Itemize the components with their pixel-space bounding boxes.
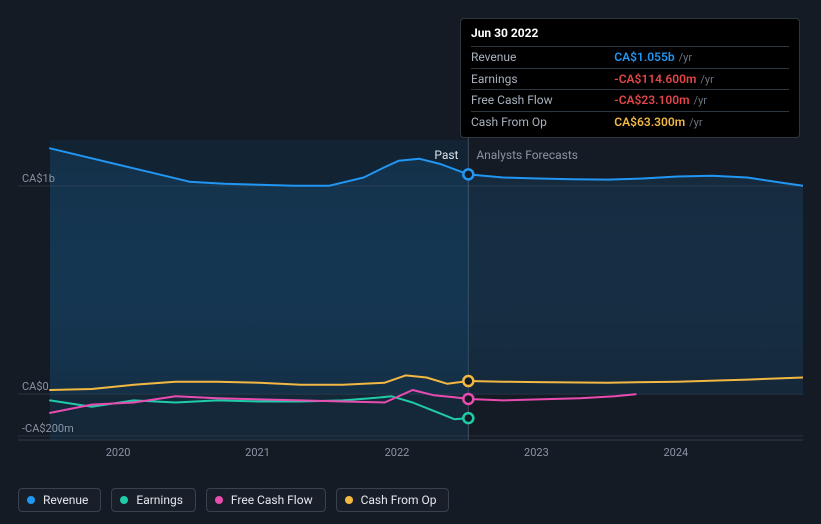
tooltip-row: Free Cash Flow-CA$23.100m/yr	[471, 90, 789, 112]
x-axis-tick: 2020	[106, 446, 131, 459]
x-axis-tick: 2024	[664, 446, 689, 459]
tooltip-row-value: -CA$23.100m/yr	[614, 90, 789, 112]
legend-label: Cash From Op	[361, 493, 437, 507]
legend-swatch-icon	[215, 496, 223, 504]
tooltip-table: RevenueCA$1.055b/yrEarnings-CA$114.600m/…	[471, 46, 789, 133]
legend-label: Earnings	[136, 493, 183, 507]
tooltip-row: Cash From OpCA$63.300m/yr	[471, 112, 789, 133]
tooltip-title: Jun 30 2022	[471, 25, 789, 46]
tooltip-row: Earnings-CA$114.600m/yr	[471, 68, 789, 90]
tooltip-row-label: Revenue	[471, 46, 614, 68]
tooltip-row: RevenueCA$1.055b/yr	[471, 46, 789, 68]
tooltip-row-label: Free Cash Flow	[471, 90, 614, 112]
x-axis-tick: 2022	[385, 446, 410, 459]
legend-label: Revenue	[43, 493, 88, 507]
legend-label: Free Cash Flow	[231, 493, 313, 507]
past-label: Past	[434, 148, 458, 162]
tooltip-row-value: CA$1.055b/yr	[614, 46, 789, 68]
legend-swatch-icon	[120, 496, 128, 504]
legend-item-revenue[interactable]: Revenue	[18, 488, 101, 512]
legend-item-earnings[interactable]: Earnings	[111, 488, 196, 512]
forecast-label: Analysts Forecasts	[476, 148, 578, 162]
x-axis-tick: 2021	[245, 446, 270, 459]
legend-item-cfo[interactable]: Cash From Op	[336, 488, 450, 512]
chart-legend: Revenue Earnings Free Cash Flow Cash From O…	[18, 488, 449, 512]
y-axis-tick: CA$1b	[22, 172, 55, 185]
y-axis-tick: -CA$200m	[22, 422, 74, 435]
chart-tooltip: Jun 30 2022 RevenueCA$1.055b/yrEarnings-…	[460, 18, 800, 138]
y-axis-tick: CA$0	[22, 380, 49, 393]
tooltip-row-value: CA$63.300m/yr	[614, 112, 789, 133]
legend-swatch-icon	[27, 496, 35, 504]
x-axis-tick: 2023	[524, 446, 549, 459]
legend-swatch-icon	[345, 496, 353, 504]
tooltip-row-label: Cash From Op	[471, 112, 614, 133]
tooltip-row-label: Earnings	[471, 68, 614, 90]
tooltip-row-value: -CA$114.600m/yr	[614, 68, 789, 90]
legend-item-fcf[interactable]: Free Cash Flow	[206, 488, 326, 512]
